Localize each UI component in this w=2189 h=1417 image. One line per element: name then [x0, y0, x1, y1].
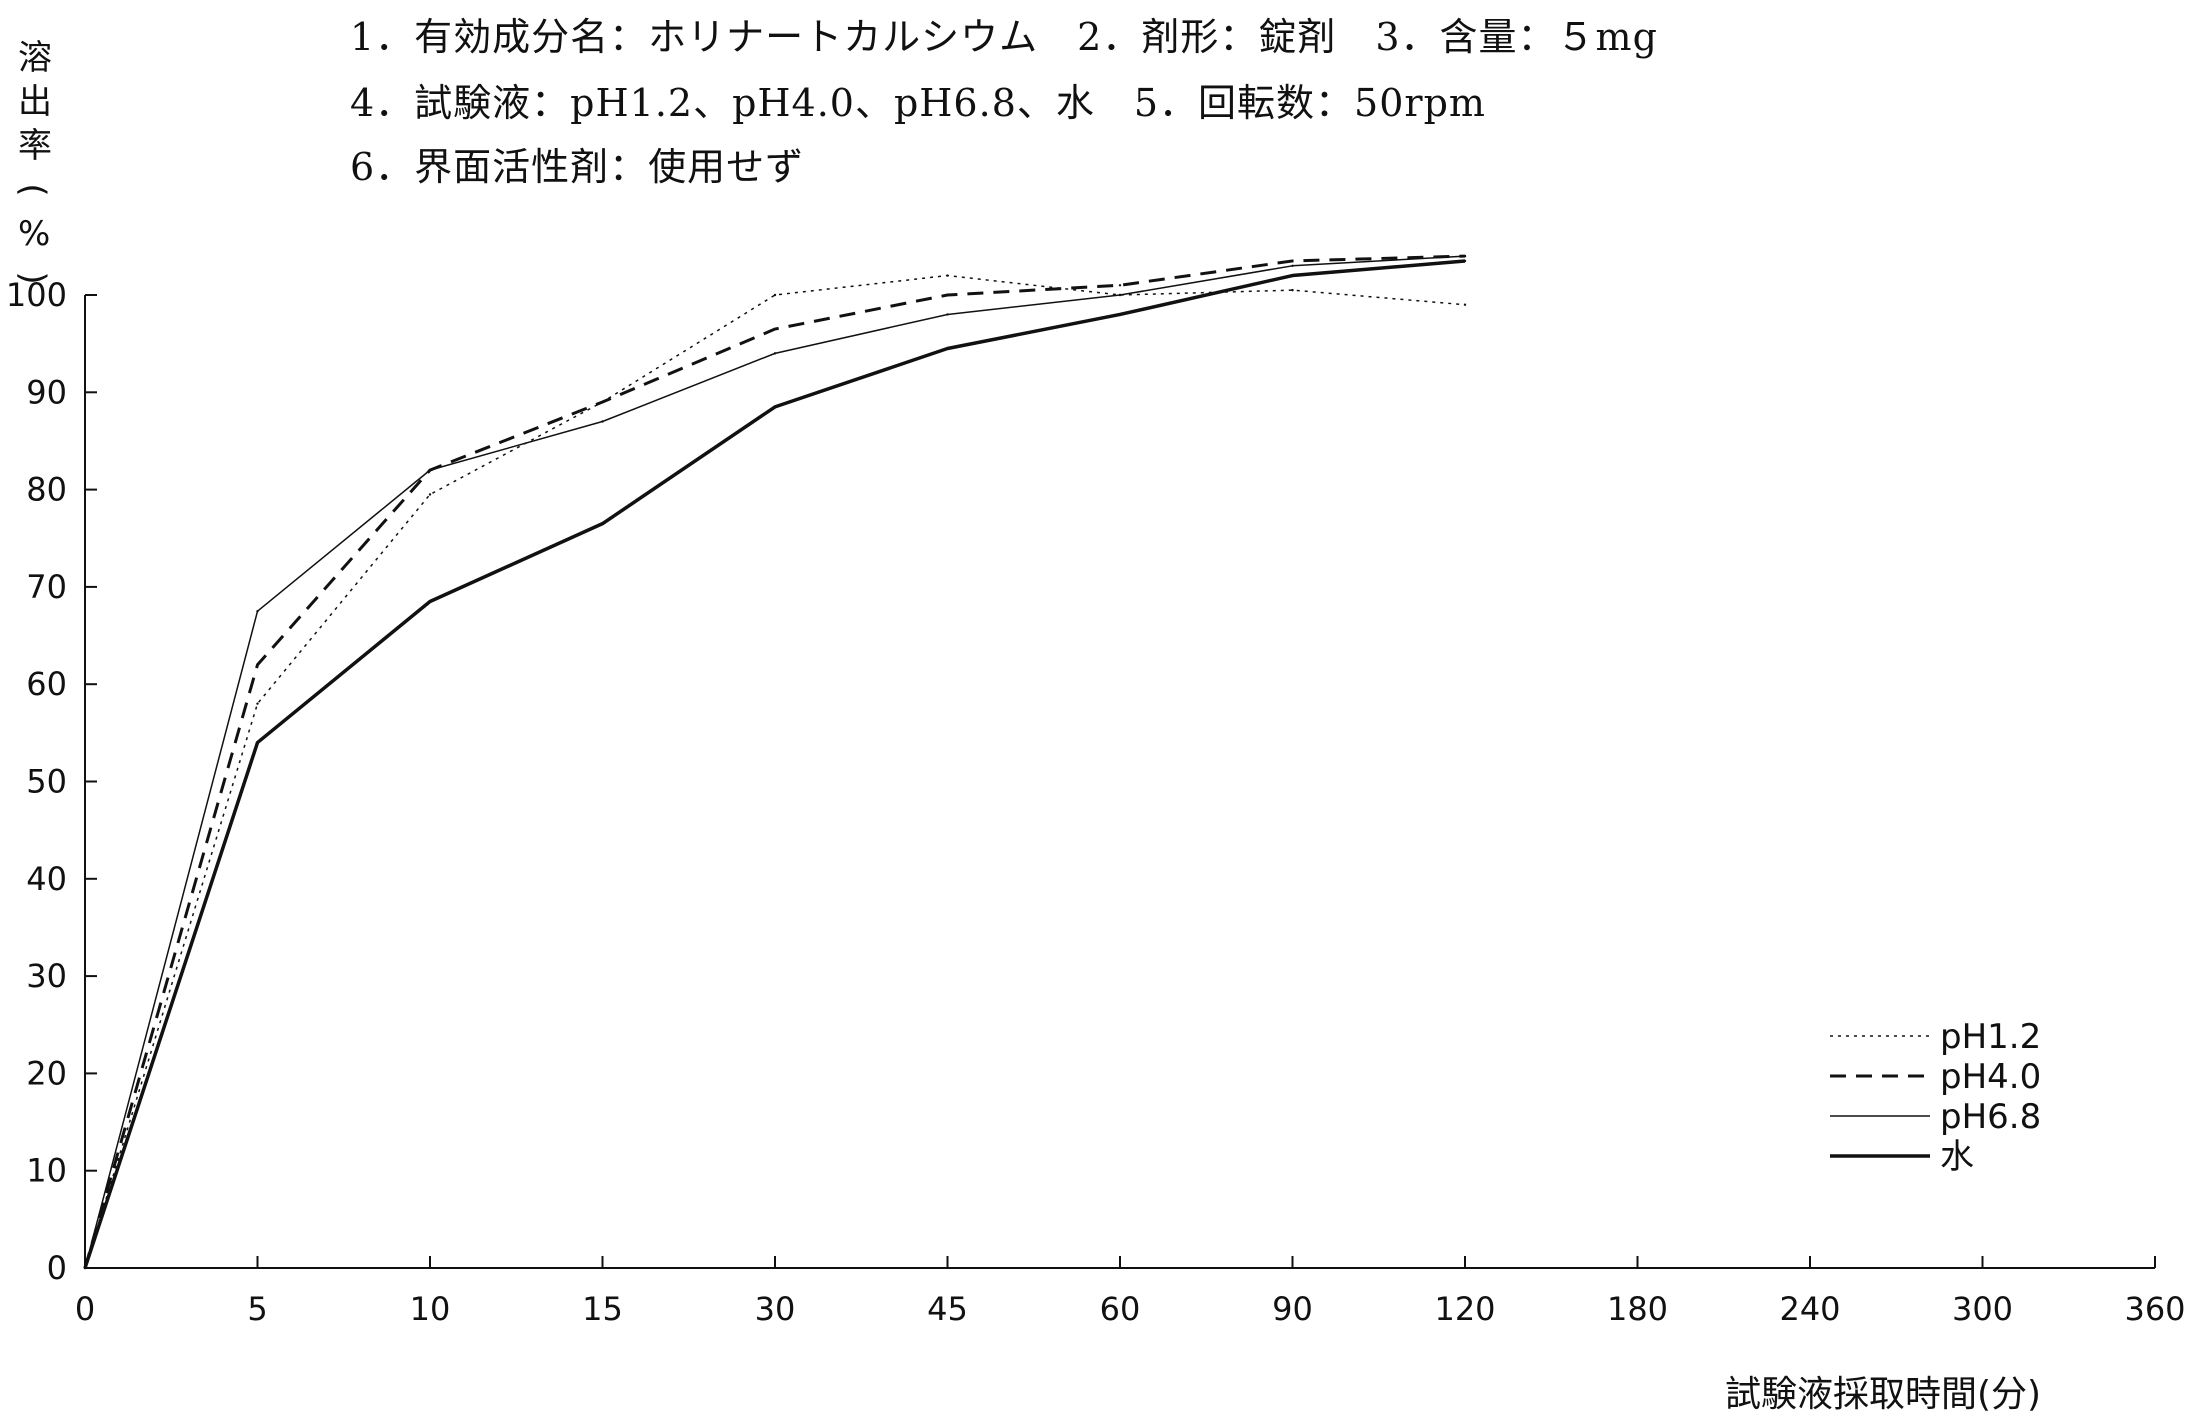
condition-line-2: 4．試験液：pH1.2、pH4.0、pH6.8、水 5．回転数：50rpm — [350, 81, 1486, 125]
series-point-2 — [773, 352, 777, 355]
series-point-3 — [256, 741, 259, 744]
y-tick-label: 100 — [6, 276, 67, 314]
y-tick-label: 60 — [26, 665, 67, 703]
x-tick-label: 10 — [410, 1290, 451, 1328]
series-point-3 — [1118, 313, 1122, 316]
x-tick-label: 15 — [582, 1290, 623, 1328]
y-tick-label: 70 — [26, 568, 67, 606]
x-tick-label: 120 — [1434, 1290, 1495, 1328]
series-point-0 — [428, 493, 432, 496]
series-point-1 — [1291, 259, 1294, 263]
y-tick-label: 90 — [26, 373, 67, 411]
x-tick-label: 30 — [755, 1290, 796, 1328]
series-point-1 — [946, 293, 949, 297]
series-point-0 — [1291, 288, 1294, 292]
x-axis-label: 試験液採取時間(分) — [1725, 1374, 2042, 1415]
y-tick-label: 20 — [26, 1054, 67, 1092]
series-point-1 — [601, 400, 604, 404]
series-point-0 — [946, 274, 949, 277]
condition-line-3: 6．界面活性剤：使用せず — [350, 145, 805, 189]
series-point-2 — [1291, 264, 1294, 268]
y-tick-label: 10 — [26, 1152, 67, 1190]
x-tick-label: 90 — [1272, 1290, 1313, 1328]
x-tick-label: 45 — [927, 1290, 968, 1328]
series-point-3 — [1291, 274, 1294, 277]
condition-line-1: 1．有効成分名：ホリナートカルシウム 2．剤形：錠剤 3．含量：５mg — [350, 15, 1658, 59]
series-point-3 — [773, 405, 777, 409]
x-tick-label: 180 — [1607, 1290, 1668, 1328]
series-line-3 — [83, 259, 1466, 1269]
y-tick-label: 0 — [47, 1249, 67, 1287]
x-tick-label: 300 — [1952, 1290, 2013, 1328]
series-point-2 — [1463, 254, 1467, 258]
series-point-0 — [1463, 303, 1467, 306]
x-tick-label: 5 — [247, 1290, 267, 1328]
series-point-3 — [428, 600, 432, 603]
x-tick-label: 240 — [1779, 1290, 1840, 1328]
series-point-3 — [601, 522, 604, 525]
series-point-3 — [83, 1266, 87, 1270]
x-tick-label: 0 — [75, 1290, 95, 1328]
y-tick-label: 50 — [26, 763, 67, 801]
y-axis-label-char: 率 — [18, 126, 52, 166]
series-point-3 — [946, 347, 949, 350]
series-point-1 — [256, 663, 259, 666]
series-point-3 — [1463, 259, 1467, 263]
x-tick-label: 60 — [1100, 1290, 1141, 1328]
series-line-0 — [84, 274, 1466, 1269]
y-tick-label: 40 — [26, 860, 67, 898]
legend-label-1: pH4.0 — [1940, 1057, 2041, 1097]
y-axis-label-char: 溶 — [18, 38, 52, 78]
series-point-0 — [256, 702, 259, 705]
series-point-1 — [1118, 284, 1122, 287]
series-point-2 — [946, 313, 949, 316]
series-point-2 — [428, 468, 432, 472]
series-point-2 — [1118, 293, 1122, 297]
legend-label-3: 水 — [1940, 1137, 1974, 1177]
legend-label-2: pH6.8 — [1940, 1097, 2041, 1137]
series-point-0 — [773, 293, 777, 297]
y-tick-label: 30 — [26, 957, 67, 995]
y-axis-label-char: 出 — [18, 82, 52, 122]
series-point-2 — [256, 610, 259, 613]
series-point-2 — [601, 420, 604, 423]
x-tick-label: 360 — [2124, 1290, 2185, 1328]
legend-label-0: pH1.2 — [1940, 1017, 2041, 1057]
y-tick-label: 80 — [26, 471, 67, 509]
series-point-1 — [773, 327, 777, 331]
y-axis-label-char: % — [18, 214, 51, 254]
